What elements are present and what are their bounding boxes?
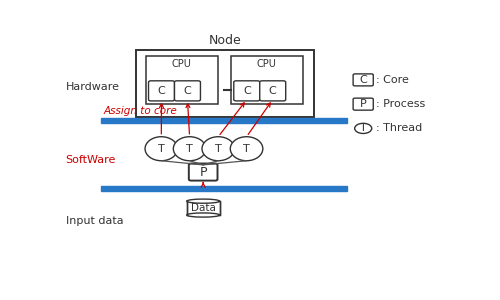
Text: C: C xyxy=(269,86,276,96)
Bar xyxy=(186,201,220,215)
Text: Data: Data xyxy=(190,203,216,213)
FancyBboxPatch shape xyxy=(174,81,201,101)
Text: : Core: : Core xyxy=(376,75,409,85)
Text: : Thread: : Thread xyxy=(376,123,422,134)
Text: Assign to core: Assign to core xyxy=(103,106,177,116)
Text: SoftWare: SoftWare xyxy=(66,154,116,165)
Text: CPU: CPU xyxy=(172,59,192,69)
FancyBboxPatch shape xyxy=(260,81,285,101)
Text: C: C xyxy=(158,86,166,96)
FancyBboxPatch shape xyxy=(231,56,303,104)
Text: C: C xyxy=(184,86,192,96)
Bar xyxy=(101,118,348,123)
Text: P: P xyxy=(360,99,366,109)
FancyBboxPatch shape xyxy=(234,81,260,101)
FancyBboxPatch shape xyxy=(136,50,314,117)
FancyBboxPatch shape xyxy=(353,74,374,86)
FancyBboxPatch shape xyxy=(146,56,218,104)
FancyBboxPatch shape xyxy=(353,98,374,110)
Ellipse shape xyxy=(186,213,220,217)
Text: P: P xyxy=(200,166,207,178)
Text: T: T xyxy=(158,144,164,154)
Text: T: T xyxy=(186,144,193,154)
Ellipse shape xyxy=(230,137,263,161)
FancyBboxPatch shape xyxy=(148,81,174,101)
Text: C: C xyxy=(243,86,250,96)
Ellipse shape xyxy=(202,137,234,161)
Text: C: C xyxy=(360,75,367,85)
Ellipse shape xyxy=(186,199,220,203)
Ellipse shape xyxy=(145,137,178,161)
Text: Node: Node xyxy=(209,34,242,47)
Ellipse shape xyxy=(174,137,206,161)
Text: : Process: : Process xyxy=(376,99,426,109)
Ellipse shape xyxy=(354,123,372,134)
Text: CPU: CPU xyxy=(257,59,277,69)
Text: T: T xyxy=(215,144,222,154)
Text: Input data: Input data xyxy=(66,216,123,226)
Bar xyxy=(101,186,348,191)
Text: Hardware: Hardware xyxy=(66,82,120,92)
FancyBboxPatch shape xyxy=(189,164,218,181)
Text: T: T xyxy=(243,144,250,154)
Text: T: T xyxy=(360,123,366,134)
